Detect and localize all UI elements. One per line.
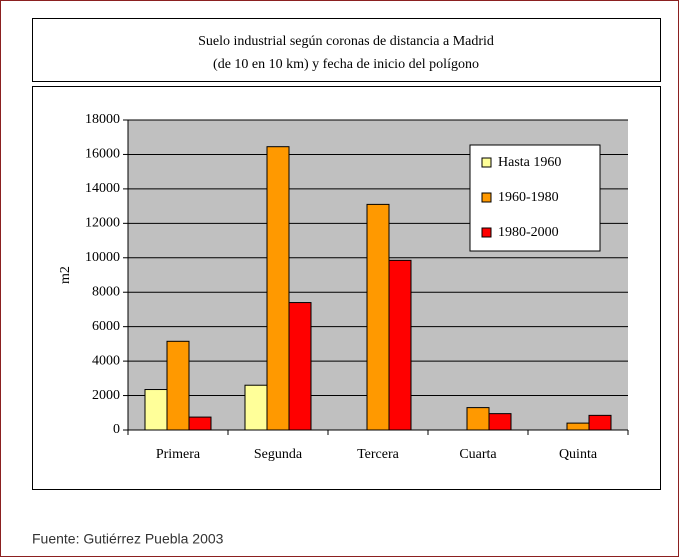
y-tick-label: 14000	[85, 181, 120, 196]
y-tick-label: 0	[113, 422, 120, 437]
x-tick-label: Segunda	[254, 447, 303, 462]
y-tick-label: 6000	[92, 319, 120, 334]
legend-label: Hasta 1960	[498, 155, 561, 170]
bar	[388, 259, 412, 431]
x-tick-label: Cuarta	[459, 447, 497, 462]
y-tick-label: 4000	[92, 353, 120, 368]
title-box	[32, 18, 661, 82]
x-tick-label: Primera	[156, 447, 201, 462]
legend-swatch	[481, 192, 492, 203]
legend-box	[469, 144, 601, 252]
y-tick-label: 18000	[85, 112, 120, 127]
legend-swatch	[481, 227, 492, 238]
y-tick-label: 12000	[85, 216, 120, 231]
y-tick-label: 2000	[92, 388, 120, 403]
bar	[144, 389, 168, 431]
bar	[166, 340, 190, 431]
bar	[588, 414, 612, 431]
chart-subtitle: (de 10 en 10 km) y fecha de inicio del p…	[213, 57, 479, 72]
legend-label: 1980-2000	[498, 225, 559, 240]
y-axis-label: m2	[58, 266, 73, 284]
source: Fuente: Gutiérrez Puebla 2003	[32, 531, 224, 547]
legend-swatch	[481, 157, 492, 168]
bar	[488, 413, 512, 431]
bar	[266, 146, 290, 431]
bar	[244, 384, 268, 431]
chart-title: Suelo industrial según coronas de distan…	[198, 34, 494, 49]
x-tick-label: Tercera	[357, 447, 400, 462]
y-tick-label: 8000	[92, 284, 120, 299]
x-tick-label: Quinta	[559, 447, 598, 462]
bar	[466, 407, 490, 431]
legend-label: 1960-1980	[498, 190, 559, 205]
y-tick-label: 16000	[85, 147, 120, 162]
bar	[566, 422, 590, 431]
y-tick-label: 10000	[85, 250, 120, 265]
bar	[188, 416, 212, 431]
bar	[366, 203, 390, 431]
bar	[288, 302, 312, 431]
